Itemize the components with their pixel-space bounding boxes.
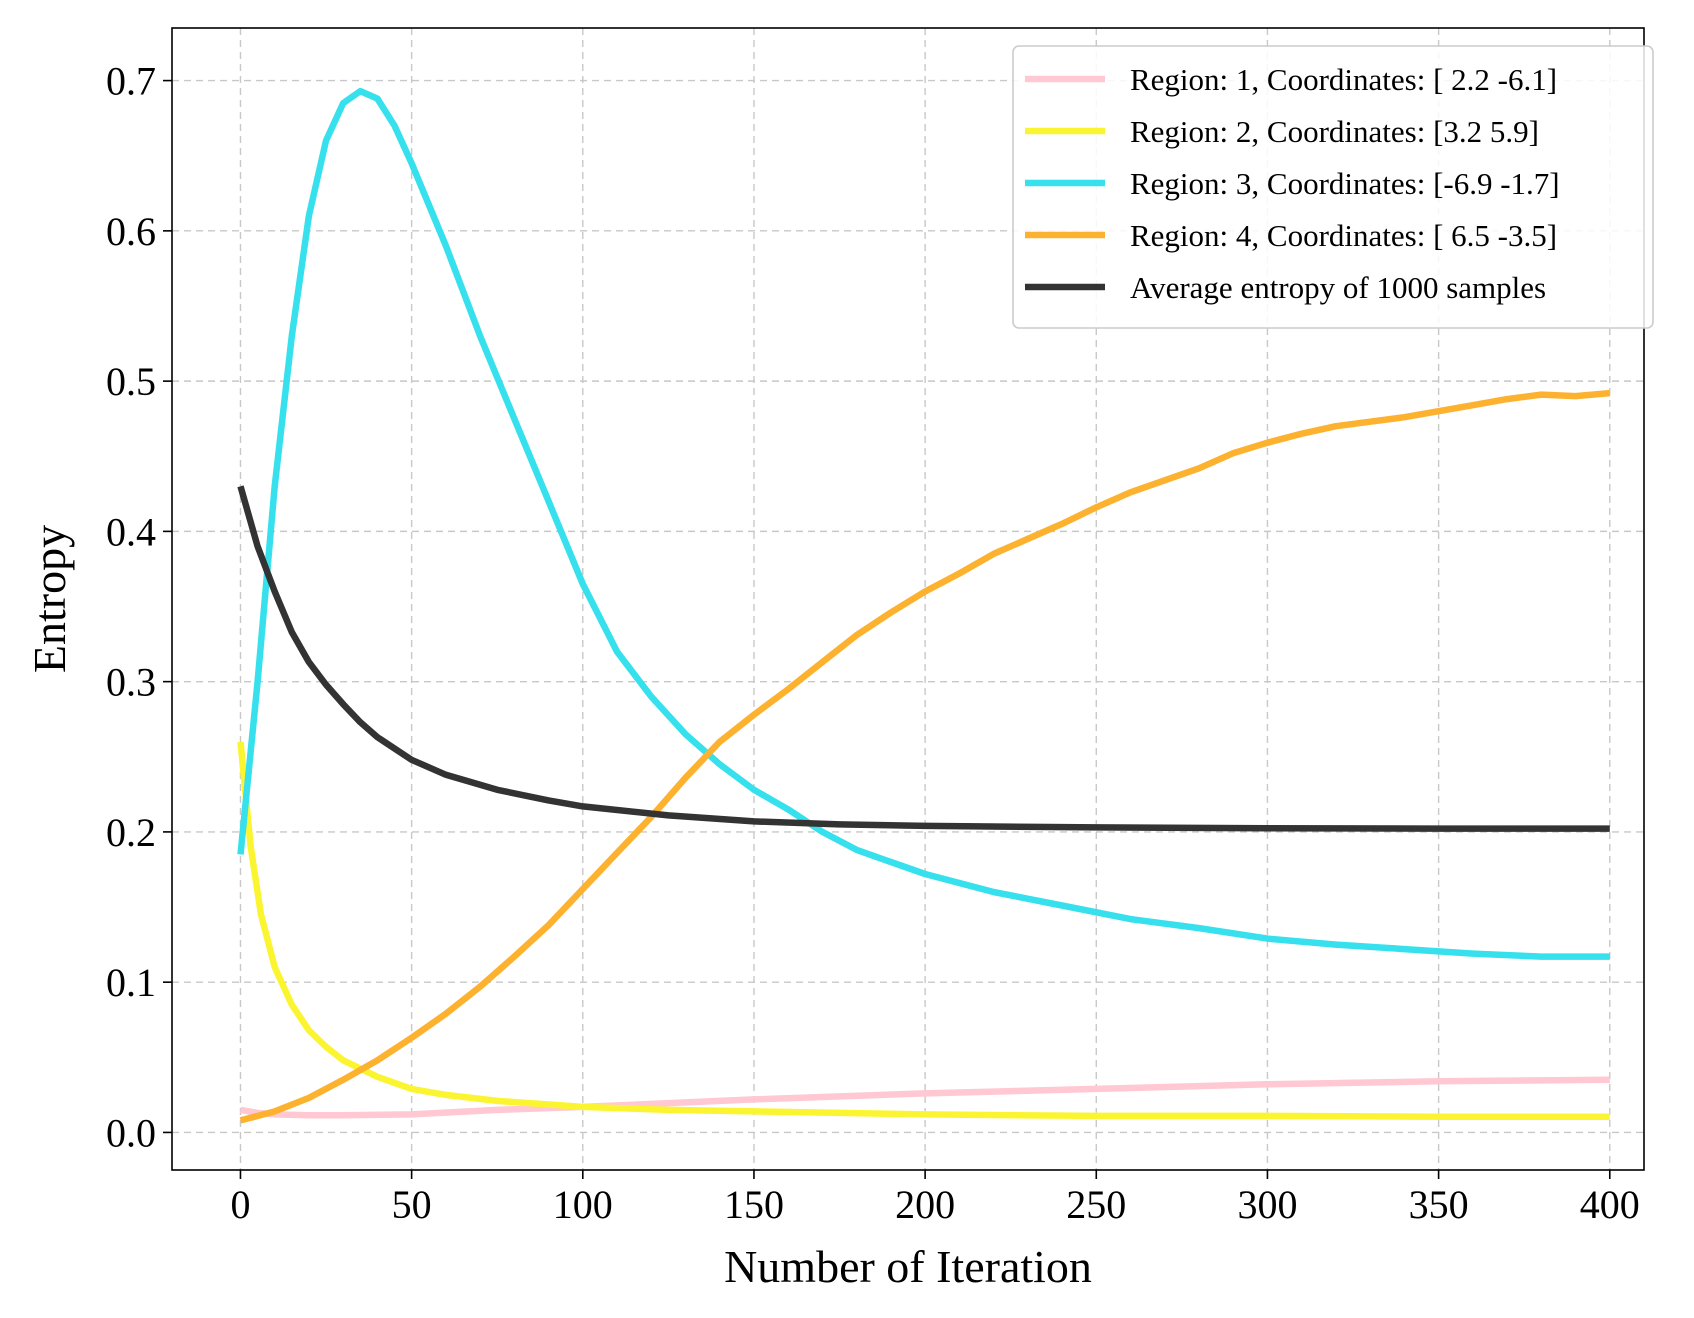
y-tick-label: 0.6 [106, 209, 156, 254]
x-tick-label: 50 [392, 1182, 432, 1227]
x-tick-label: 250 [1066, 1182, 1126, 1227]
series-line-3 [237, 87, 1610, 960]
y-tick-label: 0.7 [106, 59, 156, 104]
plot-frame [171, 27, 1645, 1171]
y-tick-label: 0.4 [106, 509, 156, 554]
legend-label-5: Average entropy of 1000 samples [1130, 270, 1546, 305]
series-line-5 [237, 485, 1610, 832]
series-line-2 [237, 741, 1610, 1120]
x-tick-label: 400 [1580, 1182, 1640, 1227]
x-tick-label: 300 [1237, 1182, 1297, 1227]
x-axis-title: Number of Iteration [724, 1241, 1092, 1292]
legend-label-2: Region: 2, Coordinates: [3.2 5.9] [1130, 114, 1539, 149]
y-tick-label: 0.5 [106, 359, 156, 404]
legend: Region: 1, Coordinates: [ 2.2 -6.1] Regio… [1012, 45, 1654, 329]
legend-box [1012, 45, 1654, 329]
legend-label-4: Region: 4, Coordinates: [ 6.5 -3.5] [1130, 218, 1557, 253]
x-tick-label: 200 [895, 1182, 955, 1227]
y-tick-label: 0.3 [106, 660, 156, 705]
series-line-1 [239, 1076, 1610, 1119]
y-tick-label: 0.2 [106, 810, 156, 855]
x-tick-label: 150 [724, 1182, 784, 1227]
series-line-4 [239, 389, 1611, 1124]
legend-label-1: Region: 1, Coordinates: [ 2.2 -6.1] [1130, 62, 1557, 97]
x-tick-label: 350 [1409, 1182, 1469, 1227]
x-tick-label: 100 [553, 1182, 613, 1227]
y-axis-title: Entropy [24, 525, 75, 673]
axis-ticks: 0 50 100 150 200 250 300 350 400 0.0 0.1 0.2 0.3 0.4 0… [106, 59, 1640, 1227]
y-tick-label: 0.1 [106, 960, 156, 1005]
series-group [237, 87, 1611, 1124]
y-tick-label: 0.0 [106, 1110, 156, 1155]
grid [172, 28, 1644, 1170]
x-tick-label: 0 [230, 1182, 250, 1227]
legend-label-3: Region: 3, Coordinates: [-6.9 -1.7] [1130, 166, 1560, 201]
